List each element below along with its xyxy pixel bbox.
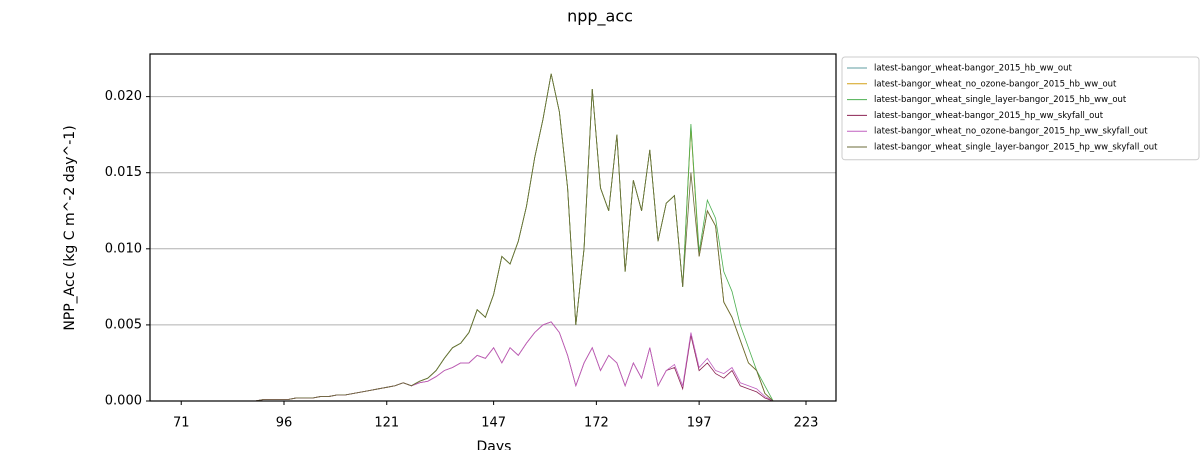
x-axis-label: Days bbox=[477, 439, 512, 450]
legend-label: latest-bangor_wheat_single_layer-bangor_… bbox=[874, 143, 1158, 153]
y-tick-label: 0.005 bbox=[105, 317, 142, 332]
plot-frame bbox=[149, 53, 837, 402]
series-line bbox=[181, 73, 798, 402]
y-tick-label: 0.020 bbox=[105, 89, 142, 104]
y-tick-label: 0.015 bbox=[105, 165, 142, 180]
y-axis-label: NPP_Acc (kg C m^-2 day^-1) bbox=[62, 125, 78, 330]
series-line bbox=[181, 73, 798, 402]
series-line bbox=[181, 73, 798, 402]
legend-label: latest-bangor_wheat_single_layer-bangor_… bbox=[874, 95, 1127, 105]
x-tick-label: 121 bbox=[374, 416, 399, 431]
x-tick-label: 172 bbox=[584, 416, 609, 431]
y-tick-label: 0.010 bbox=[105, 241, 142, 256]
chart-title: npp_acc bbox=[567, 7, 633, 27]
legend-box bbox=[841, 56, 1200, 161]
legend-label: latest-bangor_wheat-bangor_2015_hp_ww_sk… bbox=[874, 111, 1104, 121]
series-line bbox=[181, 321, 798, 402]
legend-label: latest-bangor_wheat_no_ozone-bangor_2015… bbox=[874, 79, 1117, 89]
y-tick-label: 0.000 bbox=[105, 394, 142, 409]
x-tick-label: 147 bbox=[481, 416, 506, 431]
series-line bbox=[181, 73, 798, 402]
x-tick-label: 223 bbox=[794, 416, 819, 431]
legend-label: latest-bangor_wheat_no_ozone-bangor_2015… bbox=[874, 127, 1148, 137]
x-tick-label: 197 bbox=[687, 416, 712, 431]
x-tick-label: 71 bbox=[173, 416, 190, 431]
series-line bbox=[181, 321, 798, 402]
legend-label: latest-bangor_wheat-bangor_2015_hb_ww_ou… bbox=[874, 64, 1072, 74]
x-tick-label: 96 bbox=[276, 416, 293, 431]
